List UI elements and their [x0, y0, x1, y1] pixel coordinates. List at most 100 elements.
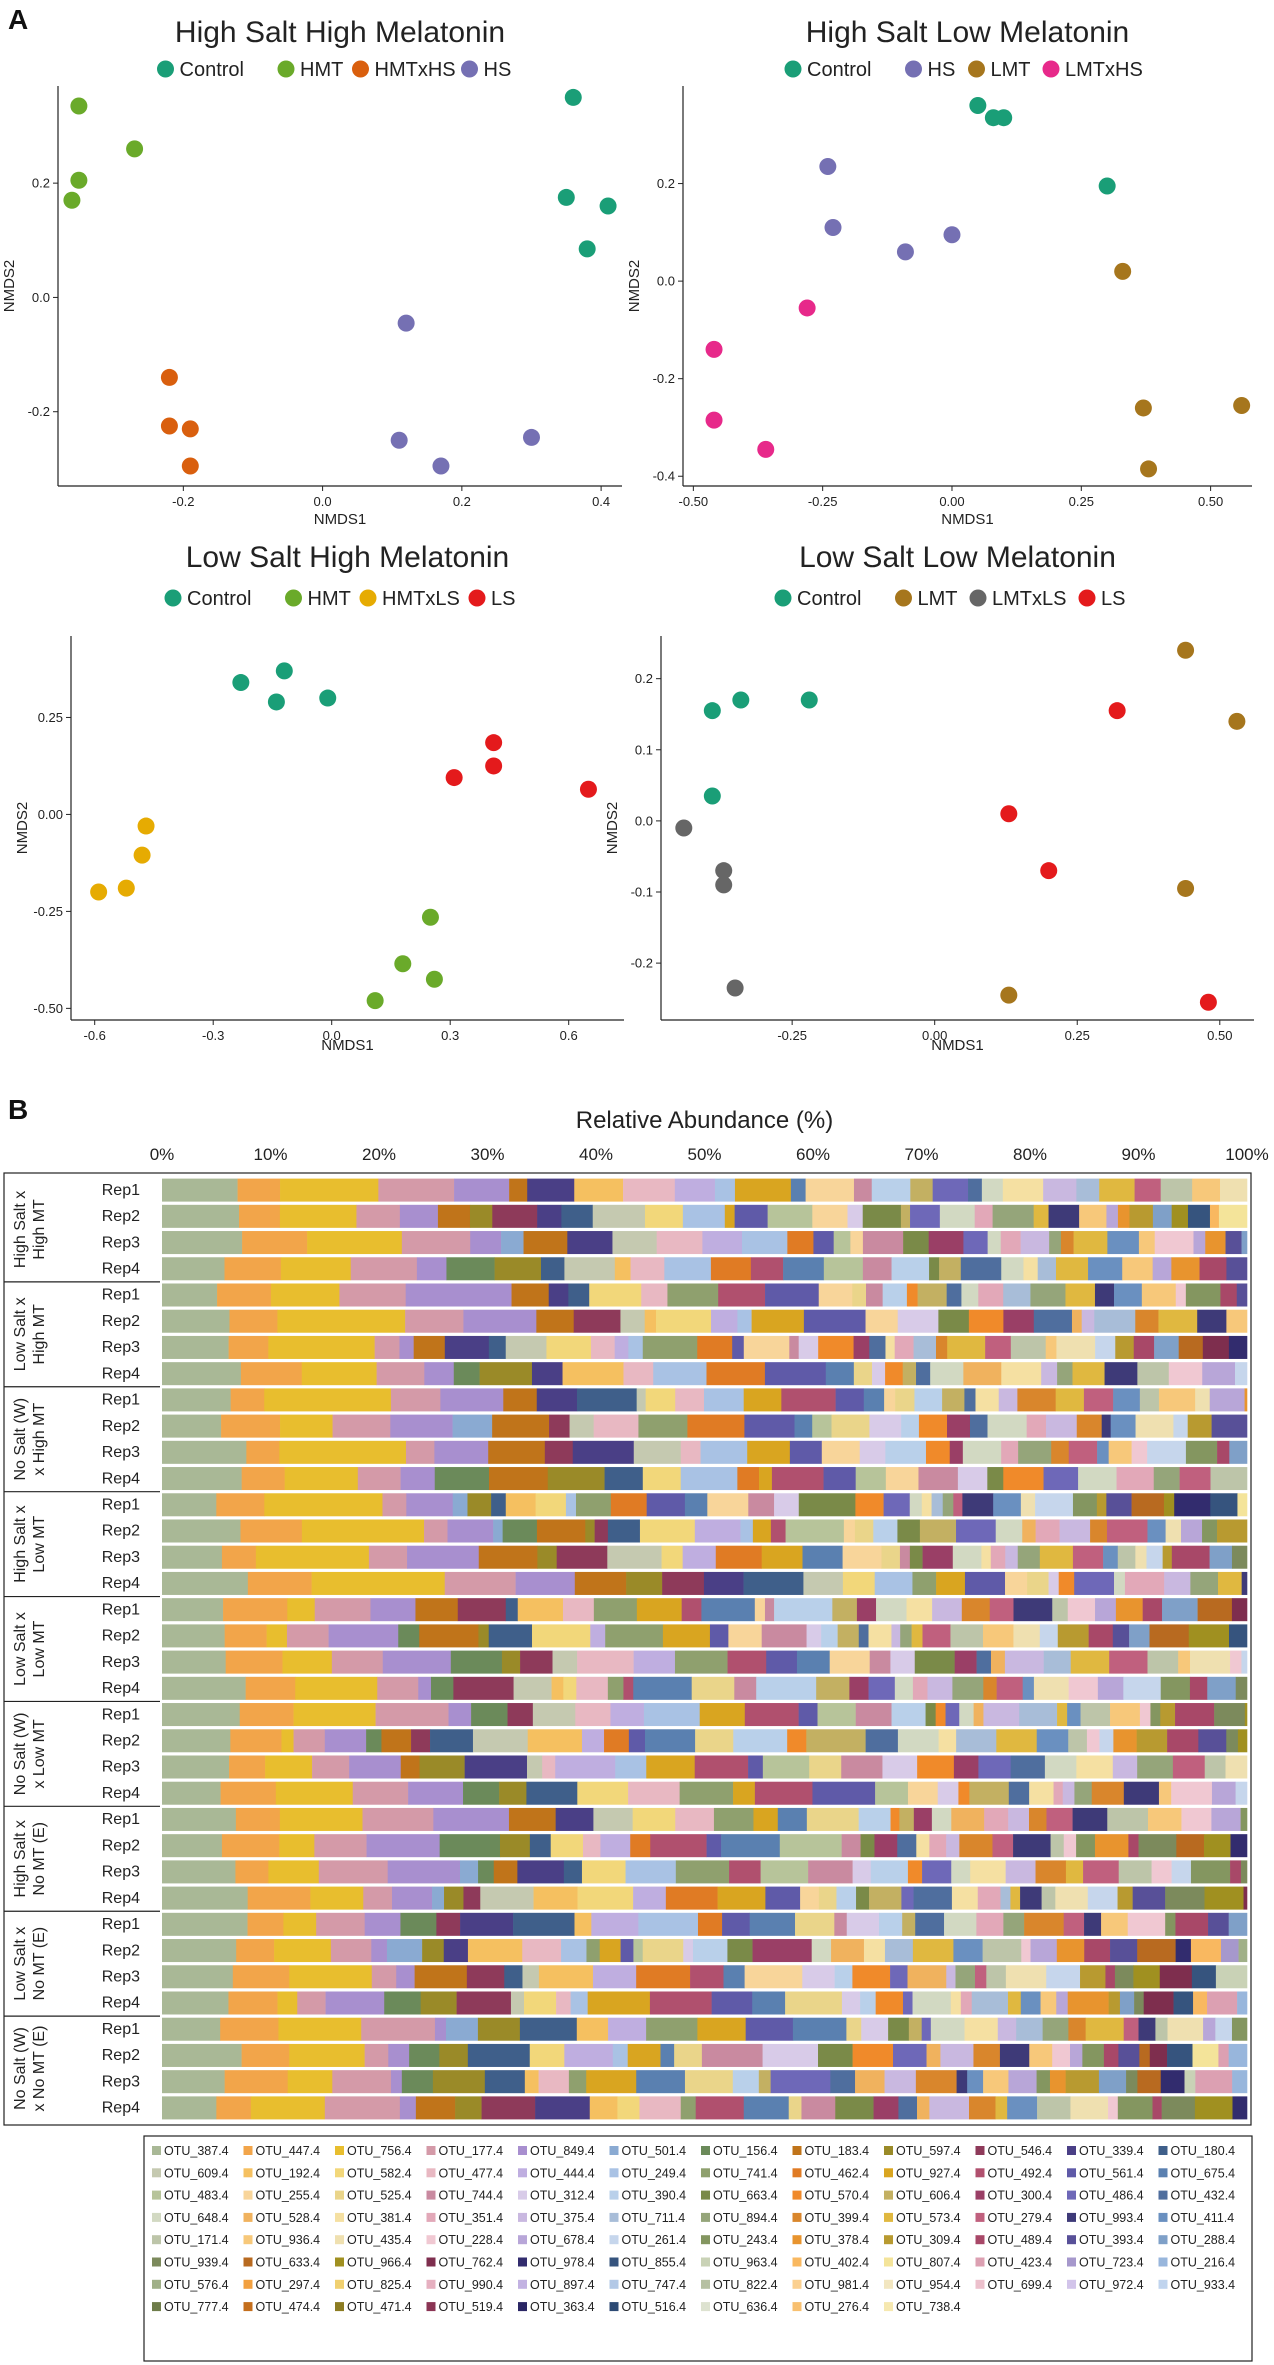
legend-label: Control [187, 588, 251, 610]
bar-segment-OTU_399.4 [1028, 1807, 1047, 1831]
bar-segment-OTU_894.4 [1017, 1545, 1041, 1569]
bar-segment-OTU_261.4 [1039, 1624, 1059, 1648]
otu-legend-label: OTU_939.4 [164, 2256, 229, 2270]
data-point-LMT [1228, 712, 1246, 730]
rep-label: Rep3 [102, 1549, 140, 1566]
bar-segment-OTU_648.4 [876, 1598, 907, 1622]
bar-segment-OTU_183.4 [492, 1414, 550, 1438]
otu-legend-swatch [243, 2168, 253, 2178]
otu-legend-swatch [975, 2212, 985, 2222]
bar-segment-OTU_561.4 [835, 1388, 865, 1412]
bar-segment-OTU_192.4 [533, 1886, 578, 1910]
bar-segment-OTU_561.4 [732, 1335, 745, 1359]
bar-segment-OTU_525.4 [691, 1676, 735, 1700]
bar-segment-OTU_411.4 [1020, 1991, 1041, 2015]
bar-segment-OTU_156.4 [401, 2070, 434, 2094]
bar-segment-OTU_927.4 [743, 1388, 782, 1412]
bar-segment-OTU_312.4 [847, 1204, 864, 1228]
bar-segment-OTU_525.4 [853, 1362, 873, 1386]
bar-segment-OTU_561.4 [812, 1781, 876, 1805]
bar-segment-OTU_288.4 [1229, 1440, 1248, 1464]
bar-segment-OTU_432.4 [960, 1257, 1002, 1281]
y-axis-label: NMDS2 [1, 260, 18, 313]
bar-segment-OTU_423.4 [1207, 1991, 1238, 2015]
bar-segment-OTU_675.4 [723, 1965, 745, 1989]
bar-segment-OTU_183.4 [415, 1598, 459, 1622]
bar-segment-OTU_648.4 [944, 1912, 977, 1936]
otu-legend-label: OTU_822.4 [713, 2278, 778, 2292]
bar-segment-OTU_741.4 [667, 1283, 719, 1307]
otu-legend-label: OTU_435.4 [347, 2233, 412, 2247]
bar-segment-OTU_849.4 [349, 1755, 402, 1779]
bar-segment-OTU_192.4 [644, 1309, 657, 1333]
group-label: No Salt (W) x High MT [12, 1398, 48, 1481]
bar-segment-OTU_399.4 [1060, 1231, 1074, 1255]
bar-segment-OTU_489.4 [1230, 1860, 1242, 1884]
bar-segment-OTU_375.4 [1059, 1519, 1091, 1543]
bar-segment-OTU_561.4 [813, 1231, 834, 1255]
bar-segment-OTU_486.4 [978, 1755, 1012, 1779]
x-tick-label: 0.25 [1069, 494, 1094, 509]
bar-segment-OTU_756.4 [284, 1467, 359, 1491]
bar-segment-OTU_849.4 [407, 1545, 480, 1569]
bar-segment-OTU_339.4 [464, 1755, 528, 1779]
bar-segment-OTU_444.4 [682, 1545, 717, 1569]
bar-segment-OTU_390.4 [878, 1912, 903, 1936]
legend-label: HMT [308, 588, 351, 610]
bar-segment-OTU_678.4 [1095, 1598, 1117, 1622]
bar-segment-OTU_243.4 [1117, 2096, 1153, 2120]
otu-legend-label: OTU_363.4 [530, 2300, 595, 2314]
bar-segment-OTU_582.4 [644, 1204, 684, 1228]
bar-segment-OTU_447.4 [229, 1309, 278, 1333]
otu-legend-swatch [426, 2257, 436, 2267]
bar-segment-OTU_444.4 [600, 1834, 631, 1858]
bar-segment-OTU_894.4 [1003, 1912, 1025, 1936]
bar-segment-OTU_183.4 [509, 1178, 528, 1202]
bar-segment-OTU_309.4 [1057, 1624, 1089, 1648]
otu-legend-swatch [884, 2190, 893, 2200]
bar-segment-OTU_744.4 [789, 1335, 799, 1359]
otu-legend-label: OTU_483.4 [164, 2189, 229, 2203]
bar-segment-OTU_546.4 [573, 1309, 621, 1333]
rep-label: Rep2 [102, 1942, 140, 1959]
otu-legend-swatch [609, 2168, 619, 2178]
otu-legend-swatch [335, 2146, 344, 2155]
bar-segment-OTU_744.4 [841, 1834, 861, 1858]
bar-segment-OTU_228.4 [1168, 1362, 1203, 1386]
bar-segment-OTU_399.4 [959, 1834, 993, 1858]
otu-legend-label: OTU_927.4 [896, 2166, 961, 2180]
bar-segment-OTU_288.4 [1209, 1545, 1233, 1569]
otu-legend-label: OTU_528.4 [256, 2211, 321, 2225]
legend-label: HMT [300, 59, 343, 81]
bar-segment-OTU_393.4 [1110, 1939, 1138, 1963]
bar-segment-OTU_180.4 [529, 1834, 552, 1858]
bar-segment-OTU_444.4 [711, 1309, 738, 1333]
bar-segment-OTU_570.4 [852, 1965, 891, 1989]
bar-x-tick-label: 90% [1121, 1145, 1155, 1164]
bar-segment-OTU_741.4 [675, 1860, 730, 1884]
bar-segment-OTU_432.4 [830, 2070, 856, 2094]
bar-segment-OTU_711.4 [1076, 1178, 1100, 1202]
bar-segment-OTU_411.4 [1103, 1545, 1119, 1569]
bar-segment-OTU_393.4 [1225, 1231, 1242, 1255]
otu-legend-label: OTU_711.4 [622, 2211, 686, 2225]
bar-segment-OTU_756.4 [277, 1991, 298, 2015]
bar-segment-OTU_849.4 [434, 1440, 489, 1464]
bar-segment-OTU_849.4 [388, 2043, 410, 2067]
bar-segment-OTU_288.4 [1241, 1231, 1248, 1255]
legend-marker-Control [164, 589, 182, 607]
bar-segment-OTU_849.4 [370, 1598, 416, 1622]
otu-legend-label: OTU_849.4 [530, 2144, 595, 2158]
bar-segment-OTU_849.4 [463, 1309, 537, 1333]
legend-label: Control [180, 59, 244, 81]
data-point-LS [485, 734, 503, 752]
data-point-Control [1098, 177, 1116, 195]
bar-segment-OTU_606.4 [902, 1362, 917, 1386]
bar-segment-OTU_399.4 [1017, 1388, 1056, 1412]
bar-segment-OTU_447.4 [239, 1204, 281, 1228]
legend-label: LMTxHS [1065, 59, 1143, 81]
bar-segment-OTU_849.4 [454, 1178, 510, 1202]
bar-segment-OTU_447.4 [232, 1965, 290, 1989]
bar-segment-OTU_486.4 [890, 1965, 908, 1989]
bar-segment-OTU_546.4 [466, 1965, 505, 1989]
